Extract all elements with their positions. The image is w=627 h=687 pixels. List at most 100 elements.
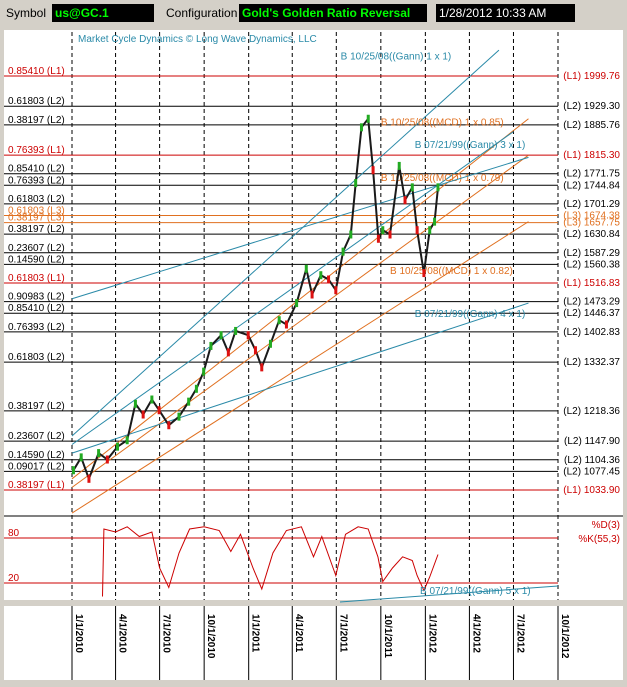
date-tick-label-9: 4/1/2012 (470, 614, 481, 653)
fib-ratio-7: 0.61803 (L3) (8, 205, 65, 216)
fib-price-20: (L2) 1077.45 (563, 466, 620, 477)
fib-ratio-2: 0.38197 (L2) (8, 115, 65, 126)
price-bar-18 (226, 348, 230, 357)
price-bar-32 (341, 247, 345, 256)
plot-background (4, 30, 623, 600)
trend-line-4 (71, 221, 529, 514)
symbol-label: Symbol (6, 6, 47, 20)
fib-ratio-20: 0.09017 (L2) (8, 461, 65, 472)
fib-ratio-9: 0.38197 (L2) (8, 224, 65, 235)
osc-series-label-0: %D(3) (592, 520, 620, 531)
date-axis-background (4, 606, 623, 680)
fib-ratio-14: 0.85410 (L2) (8, 303, 65, 314)
price-bar-23 (268, 339, 272, 348)
fib-price-12: (L1) 1516.83 (563, 278, 620, 289)
fib-ratio-3: 0.76393 (L1) (8, 145, 65, 156)
price-bar-9 (150, 395, 154, 404)
price-bar-29 (319, 271, 323, 280)
configuration-field[interactable]: Gold's Golden Ratio Reversal (239, 4, 427, 22)
osc-level-label-1: 20 (8, 573, 20, 584)
price-bar-36 (366, 114, 370, 123)
price-bar-21 (253, 346, 257, 355)
price-bar-16 (209, 341, 213, 350)
price-bar-43 (410, 183, 414, 192)
price-bar-39 (381, 226, 385, 235)
date-tick-label-2: 7/1/2010 (161, 614, 172, 653)
configuration-label: Configuration (166, 6, 238, 20)
fib-price-10: (L2) 1587.29 (563, 248, 620, 259)
price-bar-3 (97, 449, 101, 458)
fib-ratio-11: 0.14590 (L2) (8, 254, 65, 265)
price-bar-38 (376, 234, 380, 243)
trend-line-2 (71, 131, 514, 445)
fib-price-14: (L2) 1446.37 (563, 308, 620, 319)
trend-label-3: B 10/25/08((MCD) 1 x 0.79) (381, 173, 504, 184)
fib-price-13: (L2) 1473.29 (563, 297, 620, 308)
price-bar-1 (79, 453, 83, 462)
fib-price-2: (L2) 1885.76 (563, 120, 620, 131)
symbol-field[interactable]: us@GC.1 (52, 4, 154, 22)
date-tick-label-1: 4/1/2010 (117, 614, 128, 653)
fib-price-18: (L2) 1147.90 (564, 436, 620, 447)
trend-line-5 (71, 302, 529, 454)
price-bar-45 (422, 269, 426, 278)
trend-line-6 (71, 156, 529, 300)
date-tick-label-11: 10/1/2012 (559, 614, 570, 659)
fib-price-19: (L2) 1104.36 (564, 455, 620, 466)
price-bar-24 (277, 316, 281, 325)
price-bar-22 (260, 363, 264, 372)
price-bar-6 (125, 436, 129, 445)
price-bar-26 (295, 299, 299, 308)
fib-price-3: (L1) 1815.30 (563, 150, 620, 161)
trend-line-0 (71, 49, 500, 437)
fib-ratio-8: 0.38197 (L3) (8, 213, 65, 224)
price-bar-25 (284, 320, 288, 329)
chart-svg: 0.85410 (L1) (L1) 1999.76 0.61803 (L2) (L2)… (0, 28, 627, 682)
fib-ratio-10: 0.23607 (L2) (8, 243, 65, 254)
fib-price-7: (L3) 1674.38 (563, 210, 620, 221)
price-bar-20 (246, 331, 250, 340)
osc-line (102, 526, 439, 597)
date-tick-label-10: 7/1/2012 (514, 614, 525, 653)
fib-levels: 0.85410 (L1) (L1) 1999.76 0.61803 (L2) (L2)… (4, 66, 620, 496)
fib-price-1: (L2) 1929.30 (563, 101, 620, 112)
price-bar-27 (304, 264, 308, 273)
trend-label-4: B 10/25/08((MCD) 1 x 0.82) (390, 266, 513, 277)
date-tick-label-6: 7/1/2011 (337, 614, 348, 653)
fib-ratio-6: 0.61803 (L2) (8, 194, 65, 205)
price-bar-48 (436, 183, 440, 192)
fib-ratio-4: 0.85410 (L2) (8, 164, 65, 175)
date-tick-label-7: 10/1/2011 (382, 614, 393, 658)
price-bar-11 (167, 421, 171, 430)
fib-price-6: (L2) 1701.29 (563, 199, 620, 210)
fib-ratio-0: 0.85410 (L1) (8, 66, 65, 77)
price-bar-4 (105, 455, 109, 464)
price-bar-8 (141, 410, 145, 419)
trend-label-1: B 10/25/08((MCD) 1 x 0.85) (381, 118, 504, 129)
fib-price-16: (L2) 1332.37 (563, 357, 620, 368)
fib-ratio-21: 0.38197 (L1) (8, 480, 65, 491)
toolbar: Symbol us@GC.1 Configuration Gold's Gold… (0, 0, 627, 29)
fib-ratio-17: 0.38197 (L2) (8, 401, 65, 412)
fib-ratio-12: 0.61803 (L1) (8, 273, 65, 284)
fib-ratio-19: 0.14590 (L2) (8, 450, 65, 461)
date-tick-label-0: 1/1/2010 (73, 614, 84, 653)
price-bar-30 (327, 275, 331, 284)
price-bar-42 (403, 196, 407, 205)
price-bar-34 (354, 179, 358, 188)
trend-line-3 (71, 154, 529, 488)
price-series (71, 114, 440, 483)
fib-price-4: (L2) 1771.75 (563, 169, 620, 180)
fib-price-9: (L2) 1630.84 (563, 229, 620, 240)
fib-ratio-13: 0.90983 (L2) (8, 292, 65, 303)
fib-ratio-18: 0.23607 (L2) (8, 431, 65, 442)
price-bar-12 (177, 412, 181, 421)
date-tick-label-5: 4/1/2011 (293, 614, 304, 653)
fib-price-17: (L2) 1218.36 (563, 406, 620, 417)
price-bar-0 (71, 466, 75, 475)
price-bar-13 (187, 397, 191, 406)
date-tick-label-8: 1/1/2012 (426, 614, 437, 653)
price-bar-44 (415, 226, 419, 235)
fib-ratio-16: 0.61803 (L2) (8, 352, 65, 363)
price-bar-46 (428, 226, 432, 235)
